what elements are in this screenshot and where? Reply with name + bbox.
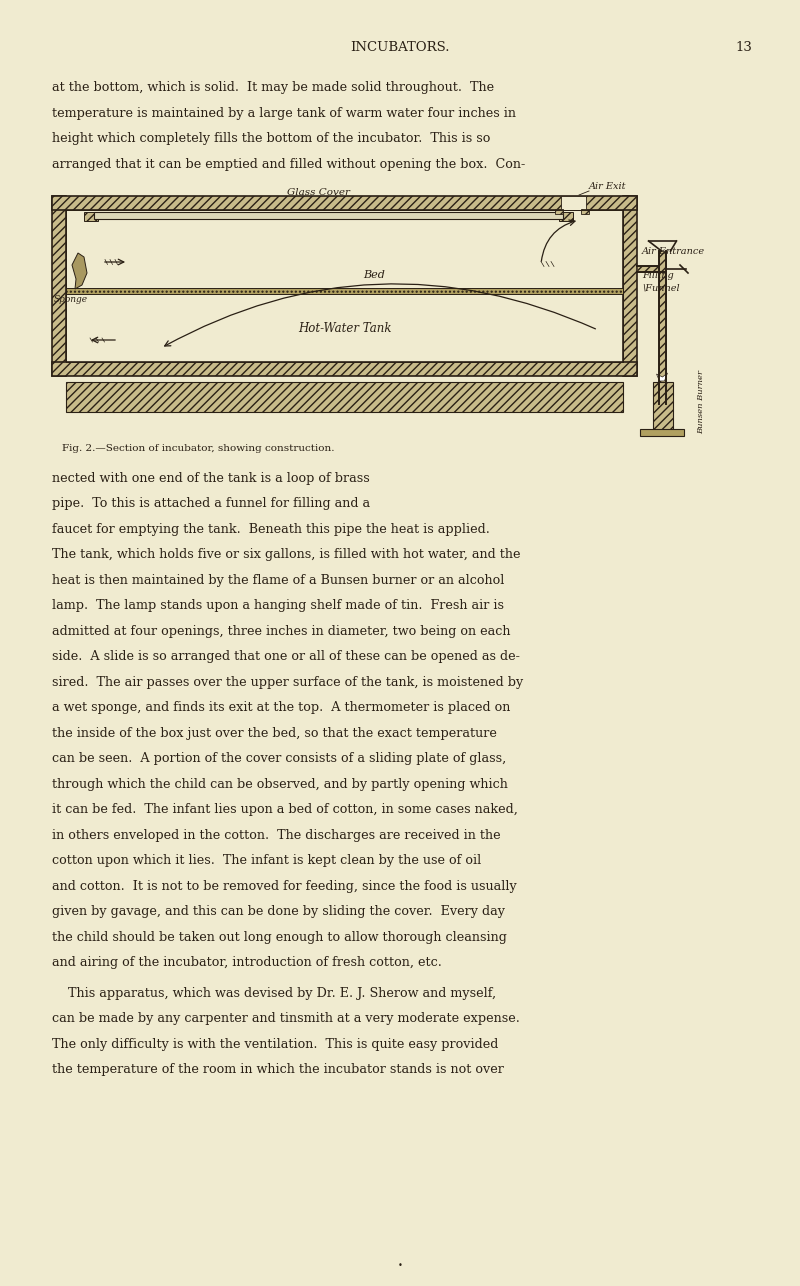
Text: faucet for emptying the tank.  Beneath this pipe the heat is applied.: faucet for emptying the tank. Beneath th… (52, 523, 490, 536)
Text: Air Exit: Air Exit (589, 183, 626, 192)
Bar (581, 210, 589, 213)
Text: Air Entrance: Air Entrance (642, 247, 705, 256)
Text: pipe.  To this is attached a funnel for filling and a: pipe. To this is attached a funnel for f… (52, 498, 370, 511)
Text: it can be fed.  The infant lies upon a bed of cotton, in some cases naked,: it can be fed. The infant lies upon a be… (52, 804, 518, 817)
Text: Bed: Bed (363, 270, 386, 279)
Text: and cotton.  It is not to be removed for feeding, since the food is usually: and cotton. It is not to be removed for … (52, 880, 517, 892)
Text: Glass Cover: Glass Cover (287, 188, 350, 197)
Text: lamp.  The lamp stands upon a hanging shelf made of tin.  Fresh air is: lamp. The lamp stands upon a hanging she… (52, 599, 504, 612)
Text: the temperature of the room in which the incubator stands is not over: the temperature of the room in which the… (52, 1064, 504, 1076)
Text: Fig. 2.—Section of incubator, showing construction.: Fig. 2.—Section of incubator, showing co… (62, 444, 334, 453)
Text: the inside of the box just over the bed, so that the exact temperature: the inside of the box just over the bed,… (52, 727, 497, 739)
Bar (52, 195, 637, 210)
Text: in others enveloped in the cotton.  The discharges are received in the: in others enveloped in the cotton. The d… (52, 829, 501, 842)
Bar (66, 288, 623, 294)
Bar (637, 266, 659, 273)
Text: side.  A slide is so arranged that one or all of these can be opened as de-: side. A slide is so arranged that one or… (52, 651, 520, 664)
Text: •: • (398, 1262, 402, 1271)
Text: the child should be taken out long enough to allow thorough cleansing: the child should be taken out long enoug… (52, 931, 507, 944)
Text: and airing of the incubator, introduction of fresh cotton, etc.: and airing of the incubator, introductio… (52, 957, 442, 970)
Text: can be made by any carpenter and tinsmith at a very moderate expense.: can be made by any carpenter and tinsmit… (52, 1012, 520, 1025)
Polygon shape (657, 373, 667, 381)
Bar (94, 212, 563, 219)
Text: heat is then maintained by the flame of a Bunsen burner or an alcohol: heat is then maintained by the flame of … (52, 574, 504, 586)
Bar (84, 212, 98, 221)
Bar (641, 430, 685, 436)
Bar (52, 195, 66, 376)
Text: The tank, which holds five or six gallons, is filled with hot water, and the: The tank, which holds five or six gallon… (52, 549, 521, 562)
Text: INCUBATORS.: INCUBATORS. (350, 41, 450, 54)
Text: Sponge: Sponge (54, 294, 88, 303)
Text: nected with one end of the tank is a loop of brass: nected with one end of the tank is a loo… (52, 472, 370, 485)
Text: The only difficulty is with the ventilation.  This is quite easy provided: The only difficulty is with the ventilat… (52, 1038, 498, 1051)
Text: through which the child can be observed, and by partly opening which: through which the child can be observed,… (52, 778, 508, 791)
Bar (52, 361, 637, 376)
Text: \Funnel: \Funnel (642, 283, 680, 292)
Bar (623, 195, 637, 376)
Bar (659, 251, 666, 404)
Text: arranged that it can be emptied and filled without opening the box.  Con-: arranged that it can be emptied and fill… (52, 157, 526, 171)
Bar (559, 212, 573, 221)
Text: admitted at four openings, three inches in diameter, two being on each: admitted at four openings, three inches … (52, 625, 510, 638)
Text: a wet sponge, and finds its exit at the top.  A thermometer is placed on: a wet sponge, and finds its exit at the … (52, 701, 510, 715)
Text: This apparatus, which was devised by Dr. E. J. Sherow and myself,: This apparatus, which was devised by Dr.… (52, 986, 496, 1001)
Text: temperature is maintained by a large tank of warm water four inches in: temperature is maintained by a large tan… (52, 107, 516, 120)
Bar (66, 382, 623, 412)
Text: height which completely fills the bottom of the incubator.  This is so: height which completely fills the bottom… (52, 132, 490, 145)
Text: at the bottom, which is solid.  It may be made solid throughout.  The: at the bottom, which is solid. It may be… (52, 81, 494, 94)
Bar (653, 382, 673, 431)
Text: Hot-Water Tank: Hot-Water Tank (298, 322, 391, 334)
Polygon shape (72, 253, 87, 289)
Text: sired.  The air passes over the upper surface of the tank, is moistened by: sired. The air passes over the upper sur… (52, 676, 523, 689)
Text: Bunsen Burner: Bunsen Burner (697, 369, 705, 433)
Text: 13: 13 (735, 41, 752, 54)
Text: can be seen.  A portion of the cover consists of a sliding plate of glass,: can be seen. A portion of the cover cons… (52, 752, 506, 765)
Bar (555, 210, 563, 213)
Text: cotton upon which it lies.  The infant is kept clean by the use of oil: cotton upon which it lies. The infant is… (52, 854, 482, 868)
Text: Filling: Filling (642, 271, 674, 280)
Text: given by gavage, and this can be done by sliding the cover.  Every day: given by gavage, and this can be done by… (52, 905, 505, 918)
Bar (561, 195, 586, 210)
